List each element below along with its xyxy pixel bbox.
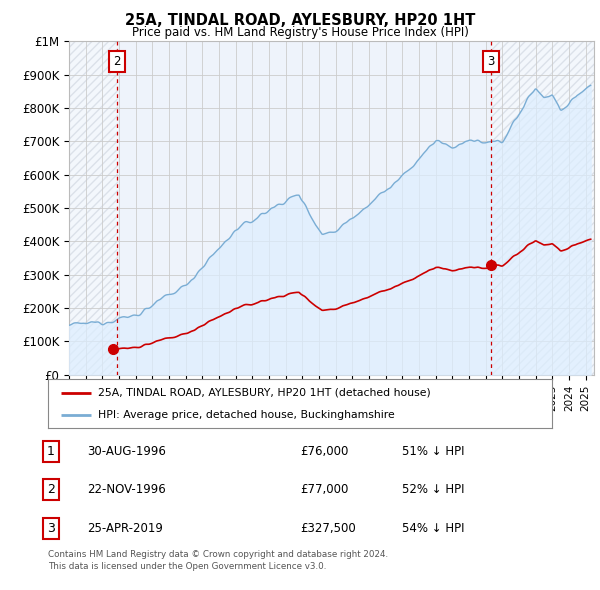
Text: 1: 1 xyxy=(47,445,55,458)
Text: 54% ↓ HPI: 54% ↓ HPI xyxy=(402,522,464,535)
Text: 25A, TINDAL ROAD, AYLESBURY, HP20 1HT (detached house): 25A, TINDAL ROAD, AYLESBURY, HP20 1HT (d… xyxy=(98,388,431,398)
Text: HPI: Average price, detached house, Buckinghamshire: HPI: Average price, detached house, Buck… xyxy=(98,410,395,420)
Text: Contains HM Land Registry data © Crown copyright and database right 2024.
This d: Contains HM Land Registry data © Crown c… xyxy=(48,550,388,571)
Text: 51% ↓ HPI: 51% ↓ HPI xyxy=(402,445,464,458)
Text: 2: 2 xyxy=(113,55,121,68)
Text: 30-AUG-1996: 30-AUG-1996 xyxy=(87,445,166,458)
Text: 22-NOV-1996: 22-NOV-1996 xyxy=(87,483,166,497)
Text: 2: 2 xyxy=(47,483,55,497)
Text: £76,000: £76,000 xyxy=(300,445,349,458)
Text: 3: 3 xyxy=(487,55,494,68)
Text: 3: 3 xyxy=(47,522,55,535)
Text: 25A, TINDAL ROAD, AYLESBURY, HP20 1HT: 25A, TINDAL ROAD, AYLESBURY, HP20 1HT xyxy=(125,13,475,28)
Text: £327,500: £327,500 xyxy=(300,522,356,535)
Bar xyxy=(491,41,594,375)
Text: Price paid vs. HM Land Registry's House Price Index (HPI): Price paid vs. HM Land Registry's House … xyxy=(131,26,469,39)
Text: £77,000: £77,000 xyxy=(300,483,349,497)
Text: 25-APR-2019: 25-APR-2019 xyxy=(87,522,163,535)
Text: 52% ↓ HPI: 52% ↓ HPI xyxy=(402,483,464,497)
Bar xyxy=(69,41,118,375)
